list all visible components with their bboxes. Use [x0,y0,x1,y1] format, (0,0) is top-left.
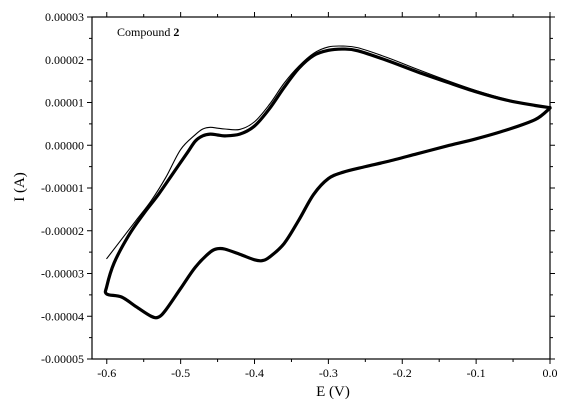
x-tick-label: 0.0 [543,366,558,380]
y-tick-label: -0.00003 [41,267,84,281]
y-tick-label: -0.00002 [41,224,84,238]
annotation-compound-text: Compound [117,25,173,39]
annotation-compound: Compound 2 [117,25,179,39]
y-tick-label: 0.00001 [45,96,84,110]
y-tick-label: 0.00003 [45,10,84,24]
y-tick-label: -0.00005 [41,352,84,366]
x-tick-label: -0.4 [245,366,264,380]
y-tick-label: -0.00001 [41,181,84,195]
x-tick-label: -0.6 [97,366,116,380]
y-axis-title: I (A) [12,172,28,202]
plot-frame [91,16,551,360]
series-line-1 [106,45,551,260]
y-tick-label: 0.00000 [45,138,84,152]
x-tick-label: -0.1 [467,366,486,380]
series-line-2 [103,47,552,320]
axes-layer [87,12,555,364]
y-tick-label: -0.00004 [41,309,84,323]
x-tick-label: -0.2 [393,366,412,380]
series-layer [103,45,552,320]
annotation-compound-number: 2 [173,25,179,39]
x-tick-label: -0.5 [171,366,190,380]
x-tick-label: -0.3 [319,366,338,380]
y-tick-label: 0.00002 [45,53,84,67]
x-axis-title: E (V) [316,384,350,400]
labels-layer: -0.6 -0.5 -0.4 -0.3 -0.2 -0.1 0.0 -0.00005 -0.00… [41,10,558,380]
